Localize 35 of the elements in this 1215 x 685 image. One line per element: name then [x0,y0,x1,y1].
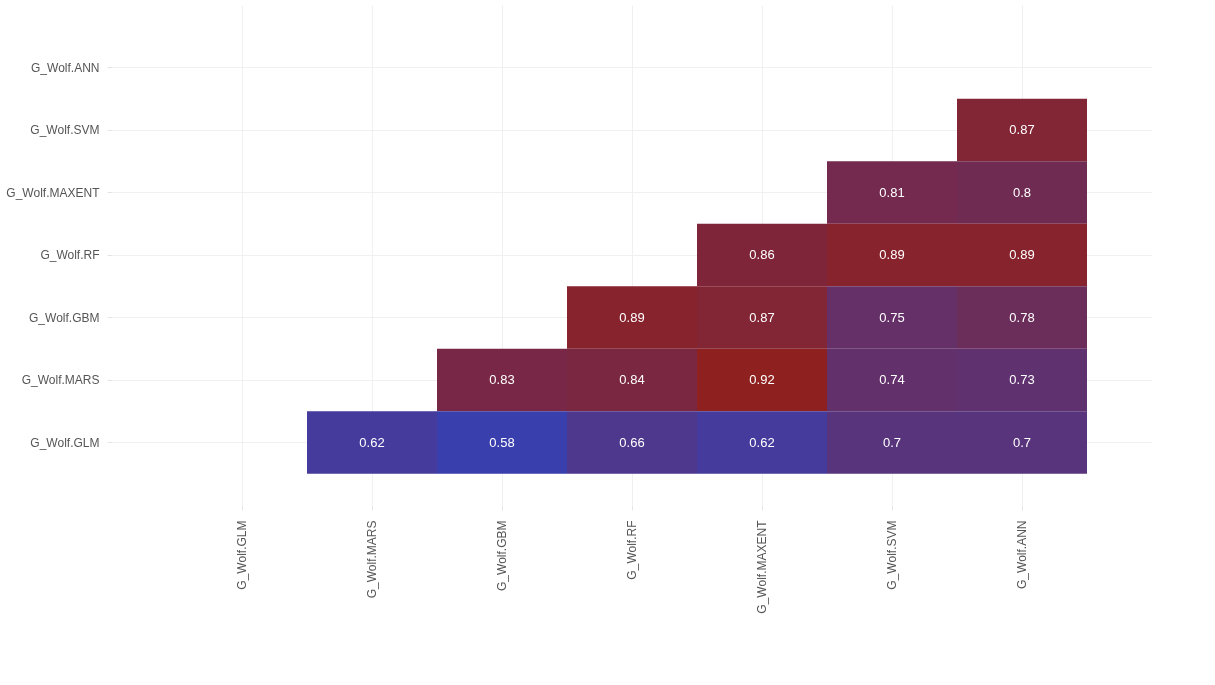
data-label: 0.89 [879,247,905,262]
data-label: 0.84 [619,372,645,387]
data-label: 0.81 [879,184,905,200]
data-label: 0.83 [489,372,515,387]
y-tick-label: G_Wolf.RF [40,248,100,262]
y-tick-label: G_Wolf.MARS [21,373,100,387]
y-tick-label: G_Wolf.MAXENT [6,185,101,200]
y-tick-label: G_Wolf.GBM [29,310,100,325]
x-tick-label: G_Wolf.MAXENT [755,519,769,614]
data-label: 0.8 [1012,184,1032,200]
data-label: 0.92 [749,372,775,387]
x-tick-label: G_Wolf.ANN [1015,520,1029,589]
y-tick-label: G_Wolf.SVM [30,123,100,137]
data-label: 0.73 [1009,372,1035,387]
data-label: 0.7 [1012,434,1032,450]
data-label: 0.75 [879,309,905,325]
data-label: 0.89 [619,309,645,325]
data-label: 0.74 [879,372,905,387]
data-label: 0.78 [1009,309,1035,325]
x-tick-label: G_Wolf.GBM [495,520,509,591]
data-label: 0.7 [882,434,902,450]
x-tick-label: G_Wolf.MARS [365,520,379,599]
data-label: 0.86 [749,247,775,262]
x-tick-label: G_Wolf.RF [625,520,639,580]
data-label: 0.89 [1009,247,1035,262]
y-tick-label: G_Wolf.GLM [30,435,100,450]
data-label: 0.62 [749,434,775,450]
x-tick-label: G_Wolf.GLM [235,520,249,590]
data-label: 0.62 [359,434,385,450]
y-tick-label: G_Wolf.ANN [31,60,100,75]
data-label: 0.66 [619,434,645,450]
data-label: 0.58 [489,434,515,450]
data-label: 0.87 [1009,122,1035,137]
x-tick-label: G_Wolf.SVM [885,520,899,590]
data-label: 0.87 [749,309,775,325]
